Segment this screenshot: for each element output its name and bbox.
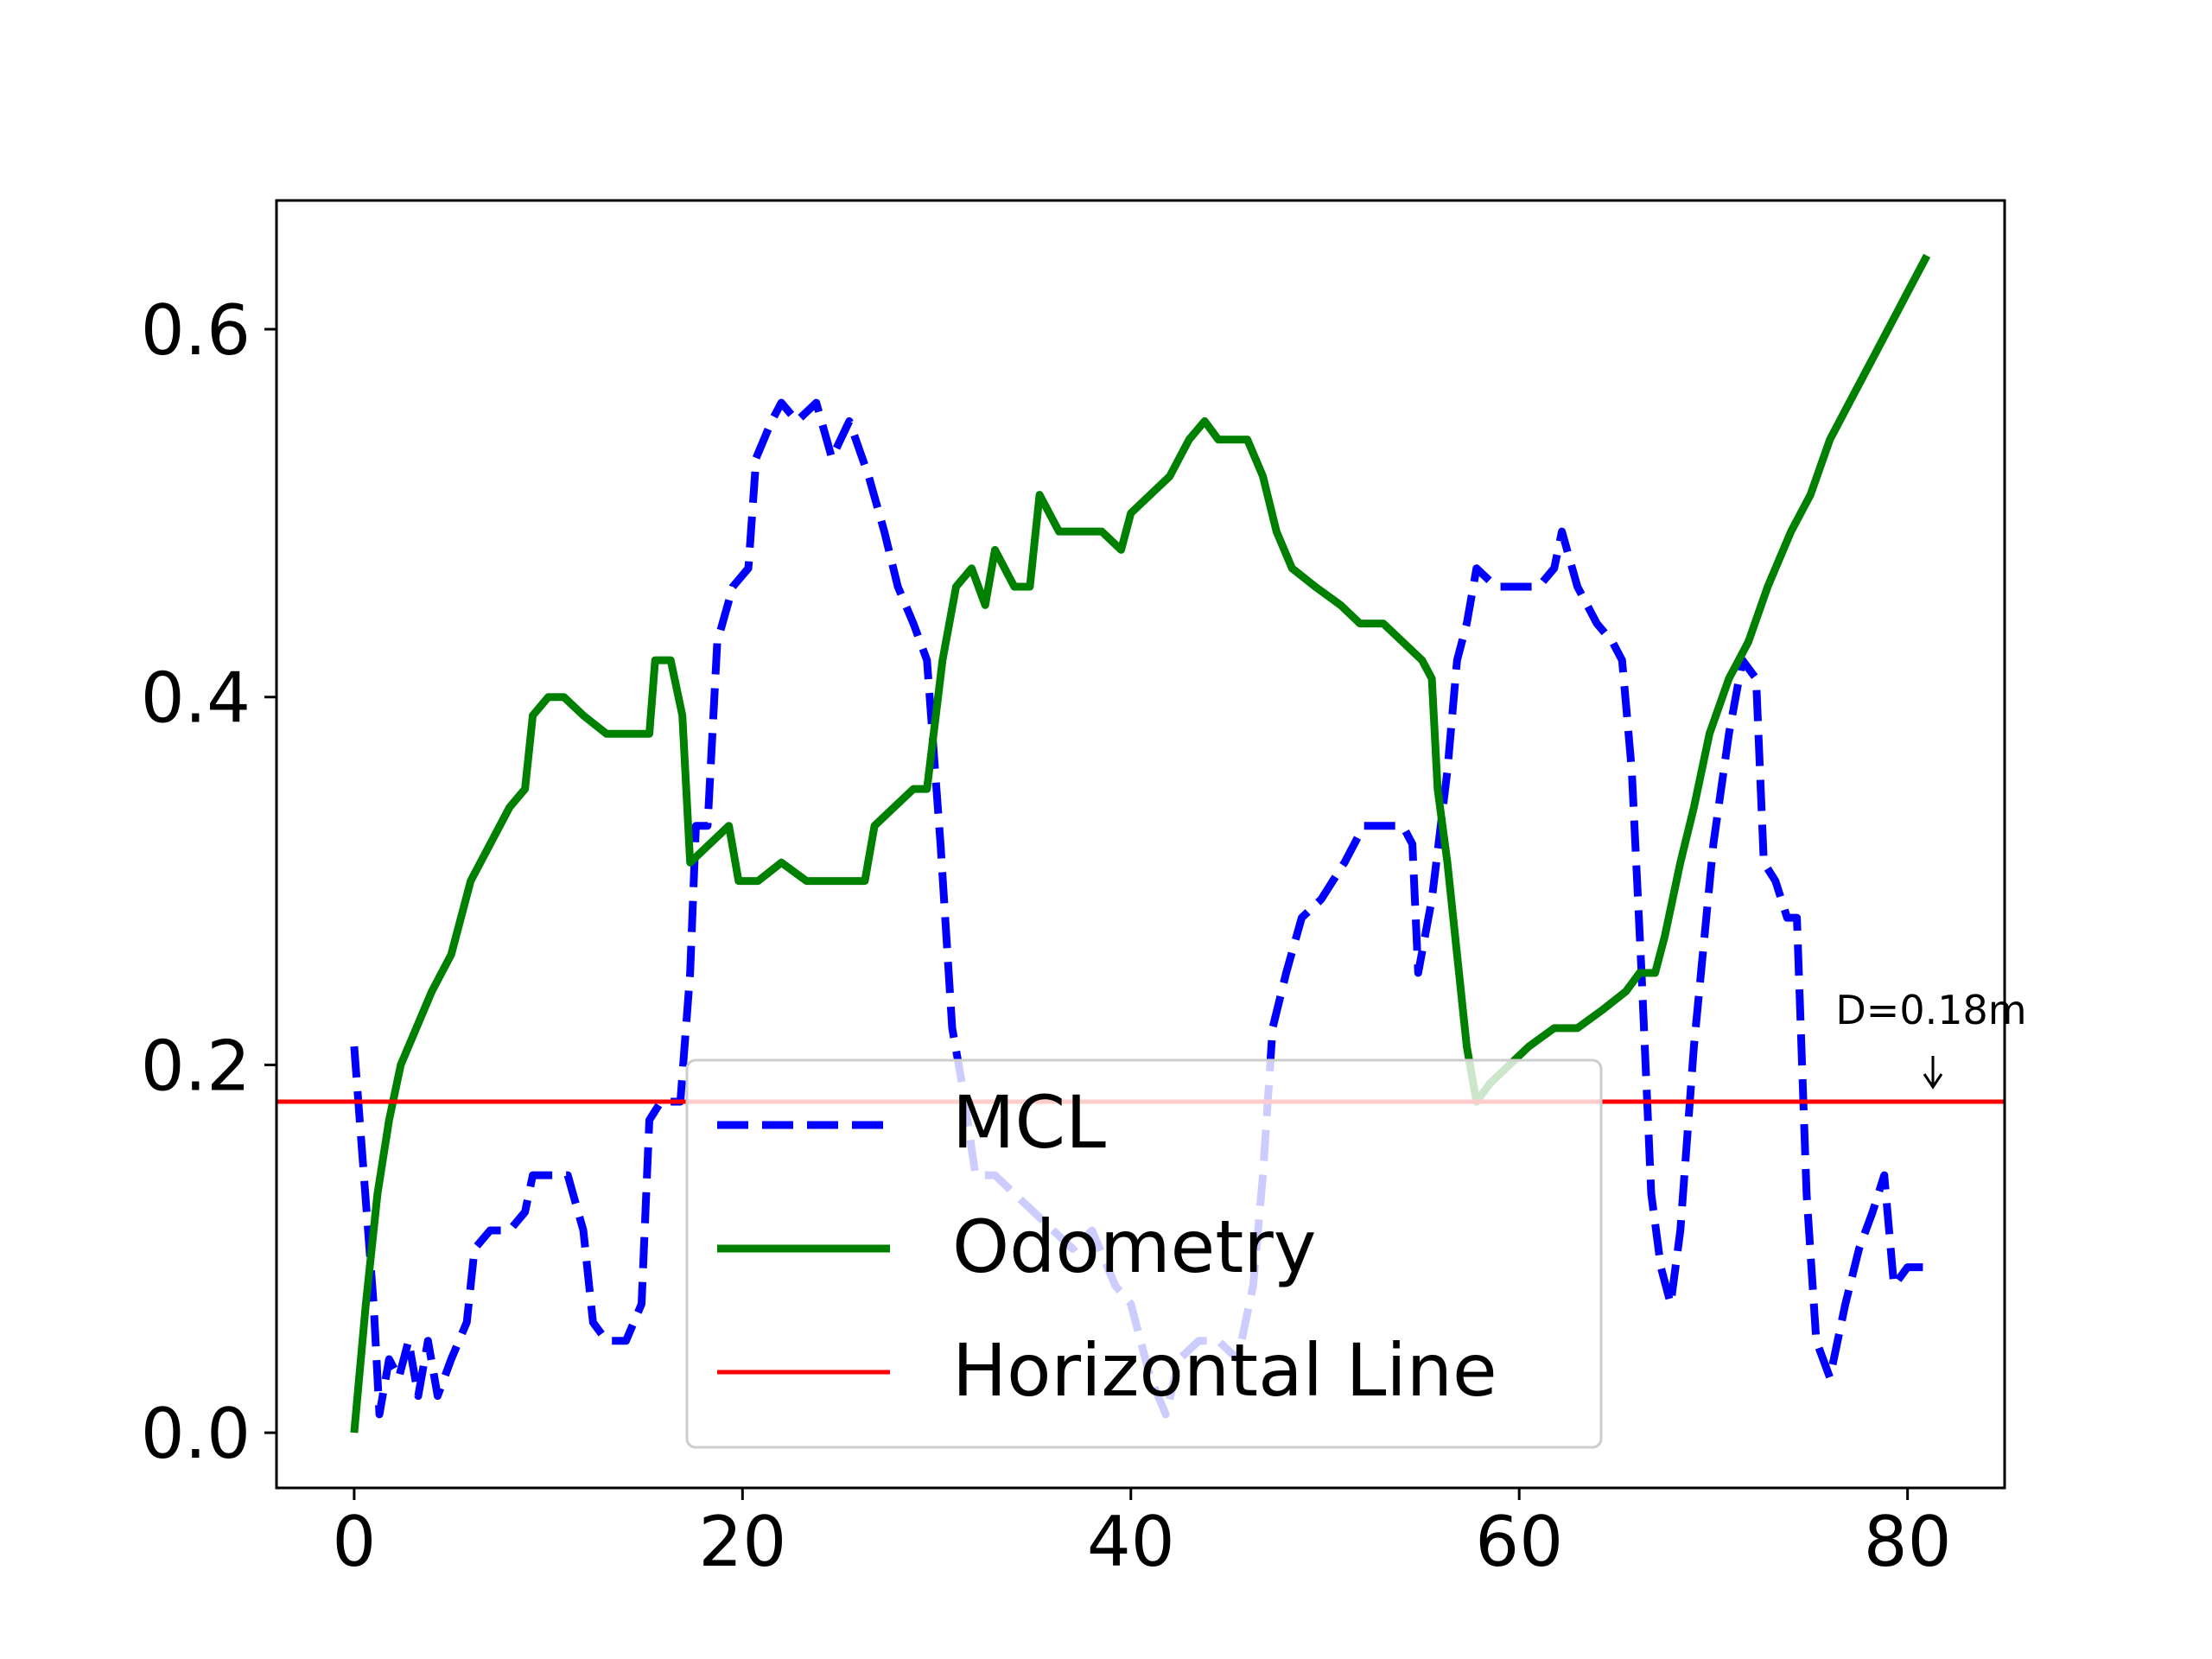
x-tick-label: 40 [1087,1502,1175,1582]
legend: MCL Odometry Horizontal Line [685,1058,1603,1449]
x-tick-label: 80 [1864,1502,1952,1582]
y-tick-label: 0.2 [141,1026,251,1106]
x-tick-label: 0 [332,1502,376,1582]
x-tick-label: 20 [698,1502,786,1582]
legend-label-mcl: MCL [952,1080,1106,1165]
legend-label-odometry: Odometry [952,1205,1317,1289]
y-tick-label: 0.4 [141,658,251,739]
annotation-arrowhead [1923,1073,1943,1090]
series-line-mcl [350,398,1928,1419]
y-axis: 0.0 0.2 0.4 0.6 [141,290,276,1474]
x-axis: 0 20 40 60 80 [332,1488,1952,1582]
annotation: D=0.18m [1835,987,2027,1090]
axes-frame [275,199,2006,1490]
series-line-odometry [350,253,1931,1433]
legend-label-horizontal-line: Horizontal Line [952,1328,1497,1413]
x-tick-label: 60 [1475,1502,1563,1582]
legend-box [685,1058,1603,1449]
annotation-label: D=0.18m [1835,987,2026,1033]
y-tick-label: 0.0 [141,1394,251,1474]
y-tick-label: 0.6 [141,290,251,371]
